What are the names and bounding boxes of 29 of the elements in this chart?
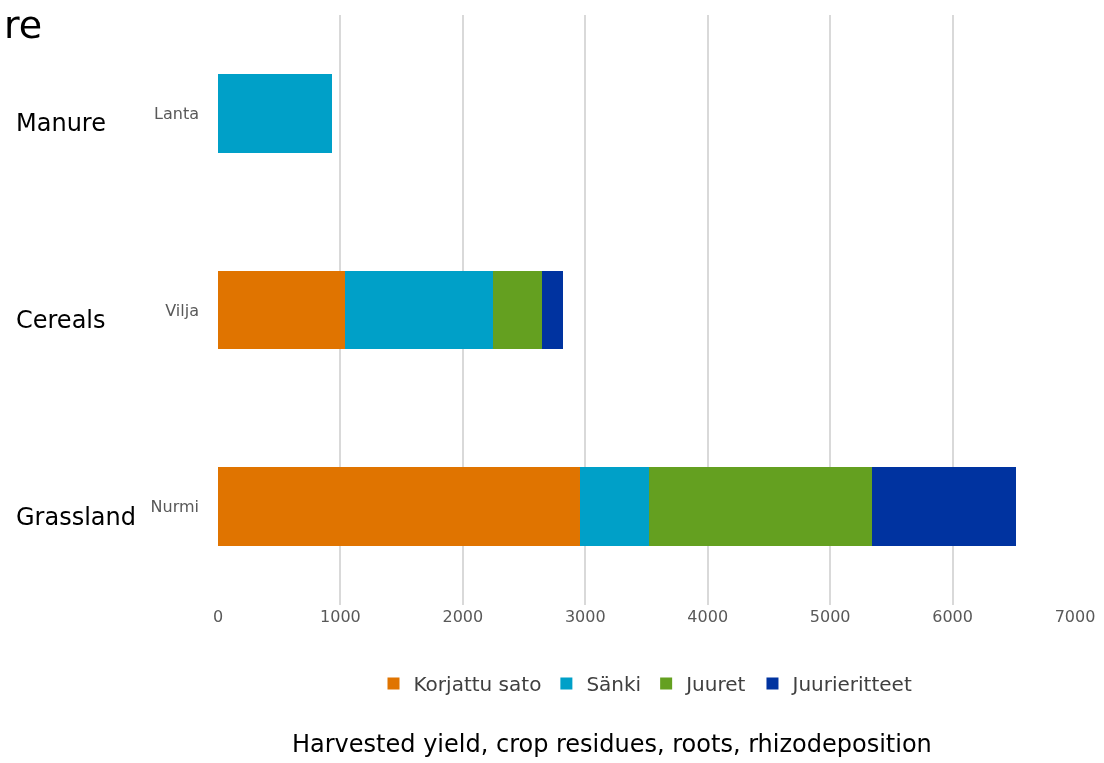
text: Harvested yield, crop residues, roots, rhizodeposition	[292, 730, 932, 758]
bar	[542, 270, 564, 350]
bar	[218, 467, 581, 546]
bar	[648, 467, 872, 546]
legend-label: Juurieritteet	[790, 672, 912, 697]
x-tick-label: 0	[212, 607, 224, 626]
bar	[345, 270, 494, 350]
legend-label: Korjattu sato	[413, 672, 542, 697]
bar	[493, 270, 543, 350]
y-tick-label: Vilja	[165, 300, 199, 320]
legend-label: Sänki	[586, 672, 642, 697]
bar	[580, 467, 649, 546]
x-tick-label: 7000	[1054, 607, 1096, 626]
x-tick-label: 6000	[932, 607, 973, 626]
y-tick-label: Lanta	[154, 103, 199, 123]
x-tick-label: 4000	[687, 607, 729, 626]
x-tick-label: 1000	[320, 607, 361, 626]
text: re	[4, 3, 43, 47]
text: Grassland	[16, 503, 136, 531]
bar	[218, 74, 332, 153]
text: Cereals	[16, 306, 106, 334]
y-tick-label: Nurmi	[150, 497, 199, 517]
x-tick-label: 5000	[809, 607, 851, 626]
x-tick-label: 2000	[442, 607, 484, 626]
legend-label: Juuret	[684, 672, 746, 697]
bar	[871, 467, 1017, 546]
x-tick-label: 3000	[564, 607, 606, 626]
text: Manure	[16, 109, 106, 137]
bar	[218, 270, 346, 350]
